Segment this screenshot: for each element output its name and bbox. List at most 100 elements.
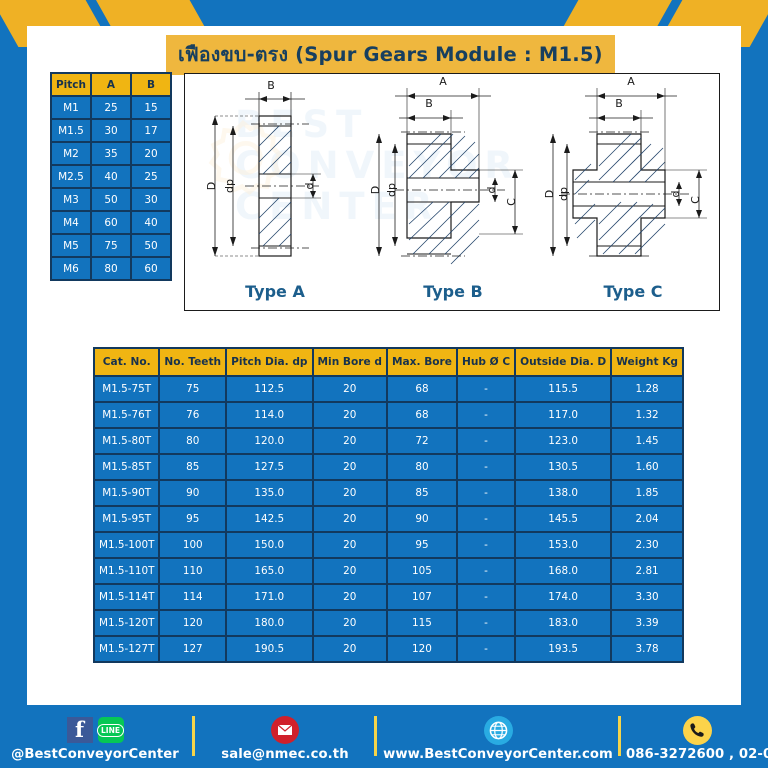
spec-cell-hub-c: - [457,377,515,401]
phone-icon[interactable] [682,715,712,745]
spec-cell-pitch-dia: 142.5 [227,507,312,531]
dim-label-dp: dp [223,179,236,193]
spec-cell-pitch-dia: 165.0 [227,559,312,583]
footer-divider-3 [618,716,621,756]
table-row: M1.5-80T 80 120.0 20 72 - 123.0 1.45 [95,429,682,453]
spec-cell-hub-c: - [457,403,515,427]
spec-cell-max-bore: 105 [387,559,456,583]
gear-drawing-type-c: A B D dp d C Type C [545,74,719,310]
spec-cell-min-bore: 20 [313,585,386,609]
spec-cell-weight: 1.28 [612,377,682,401]
website-icon-wrap [382,715,614,745]
spec-table: Cat. No. No. Teeth Pitch Dia. dp Min Bor… [93,347,684,663]
spec-cell-max-bore: 68 [387,377,456,401]
spec-cell-hub-c: - [457,455,515,479]
spec-cell-no-teeth: 85 [160,455,226,479]
envelope-glyph [277,724,293,736]
spec-cell-no-teeth: 90 [160,481,226,505]
spec-cell-min-bore: 20 [313,559,386,583]
dim-label-d-bore: d [303,183,316,190]
spec-cell-cat-no: M1.5-100T [95,533,159,557]
table-row: M1.5-120T 120 180.0 20 115 - 183.0 3.39 [95,611,682,635]
gear-drawing-type-a: B D dp d Type A [193,74,357,310]
spec-cell-outside-dia: 193.5 [516,637,611,661]
spec-cell-min-bore: 20 [313,507,386,531]
spec-cell-weight: 3.78 [612,637,682,661]
dim-label-d-bore: d [669,191,682,198]
spec-cell-hub-c: - [457,585,515,609]
drawing-label-type-b: Type B [423,282,483,301]
page-title: เฟืองขบ-ตรง (Spur Gears Module : M1.5) [166,35,615,75]
spec-cell-pitch-dia: 114.0 [227,403,312,427]
spec-cell-outside-dia: 138.0 [516,481,611,505]
spec-cell-cat-no: M1.5-127T [95,637,159,661]
pitch-header-b: B [132,74,170,95]
spec-cell-cat-no: M1.5-90T [95,481,159,505]
spec-cell-max-bore: 107 [387,585,456,609]
spec-cell-outside-dia: 153.0 [516,533,611,557]
spec-cell-hub-c: - [457,429,515,453]
spec-cell-pitch-dia: 171.0 [227,585,312,609]
table-row: M6 80 60 [52,258,170,279]
facebook-icon[interactable]: f [66,717,93,743]
dim-label-b: B [267,79,275,92]
table-row: M1.5-127T 127 190.5 20 120 - 193.5 3.78 [95,637,682,661]
pitch-table-header-row: Pitch A B [52,74,170,95]
spec-cell-min-bore: 20 [313,403,386,427]
spec-cell-outside-dia: 174.0 [516,585,611,609]
table-row: M1.5-100T 100 150.0 20 95 - 153.0 2.30 [95,533,682,557]
footer-website[interactable]: www.BestConveyorCenter.com [382,715,614,762]
spec-cell-min-bore: 20 [313,429,386,453]
spec-cell-no-teeth: 75 [160,377,226,401]
spec-cell-max-bore: 68 [387,403,456,427]
spec-cell-min-bore: 20 [313,533,386,557]
spec-cell-weight: 1.45 [612,429,682,453]
footer-phone-label: 086-3272600 , 02-0017766 [626,747,768,762]
spec-cell-hub-c: - [457,611,515,635]
spec-cell-cat-no: M1.5-114T [95,585,159,609]
spec-cell-pitch-dia: 120.0 [227,429,312,453]
pitch-cell: 40 [132,212,170,233]
pitch-cell: 60 [132,258,170,279]
dim-label-d-outside: D [369,186,382,194]
spec-cell-hub-c: - [457,507,515,531]
phone-glyph [690,723,704,737]
dim-label-c: C [505,198,518,206]
spec-cell-max-bore: 80 [387,455,456,479]
pitch-header-pitch: Pitch [52,74,90,95]
dim-label-d-outside: D [205,182,218,190]
content-card: เฟืองขบ-ตรง (Spur Gears Module : M1.5) P… [27,26,741,705]
spec-header-no-teeth: No. Teeth [160,349,226,375]
spec-cell-cat-no: M1.5-95T [95,507,159,531]
pitch-cell: 25 [92,97,130,118]
footer-social[interactable]: f LINE @BestConveyorCenter [0,716,190,762]
globe-icon[interactable] [483,715,513,745]
spec-cell-pitch-dia: 190.5 [227,637,312,661]
spec-cell-no-teeth: 76 [160,403,226,427]
spec-cell-no-teeth: 95 [160,507,226,531]
dim-label-b: B [425,97,433,110]
spec-header-cat-no: Cat. No. [95,349,159,375]
spec-header-pitch-dia: Pitch Dia. dp [227,349,312,375]
pitch-cell: M1 [52,97,90,118]
pitch-cell: 17 [132,120,170,141]
pitch-cell: 25 [132,166,170,187]
pitch-cell: M2 [52,143,90,164]
spec-cell-no-teeth: 120 [160,611,226,635]
spec-cell-min-bore: 20 [313,455,386,479]
footer-email[interactable]: sale@nmec.co.th [200,716,370,762]
table-row: M1.5 30 17 [52,120,170,141]
table-row: M1.5-114T 114 171.0 20 107 - 174.0 3.30 [95,585,682,609]
spec-cell-outside-dia: 130.5 [516,455,611,479]
contact-footer: f LINE @BestConveyorCenter sale@nmec.co.… [0,705,768,768]
spec-cell-max-bore: 85 [387,481,456,505]
footer-phone[interactable]: 086-3272600 , 02-0017766 [626,715,768,762]
drawing-label-type-c: Type C [603,282,663,301]
spec-cell-hub-c: - [457,481,515,505]
spec-cell-no-teeth: 127 [160,637,226,661]
envelope-icon[interactable] [271,716,299,744]
line-icon[interactable]: LINE [97,717,124,743]
spec-header-outside-dia: Outside Dia. D [516,349,611,375]
spec-cell-outside-dia: 145.5 [516,507,611,531]
